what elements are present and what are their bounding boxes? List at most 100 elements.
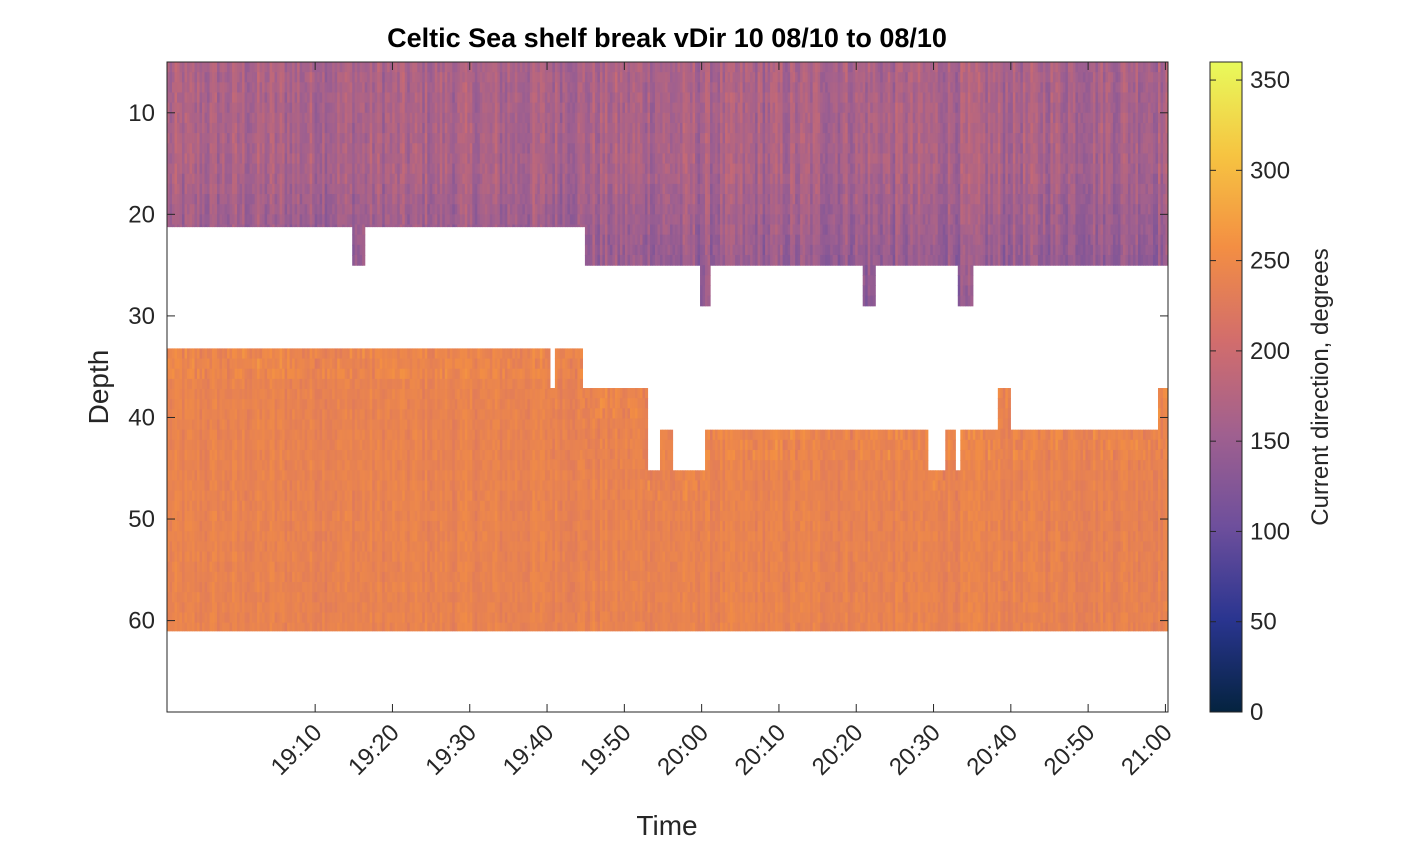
heatmap-cell (219, 204, 223, 215)
heatmap-cell (292, 612, 296, 624)
heatmap-cell (342, 571, 346, 583)
heatmap-cell (174, 531, 178, 542)
heatmap-cell (199, 368, 203, 380)
heatmap-cell (272, 143, 276, 155)
heatmap-cell (252, 92, 256, 104)
heatmap-cell (439, 389, 443, 400)
heatmap-cell (424, 194, 428, 205)
heatmap-cell (244, 419, 248, 431)
heatmap-cell (417, 82, 421, 94)
heatmap-cell (417, 348, 421, 360)
heatmap-cell (249, 92, 253, 104)
heatmap-cell (282, 194, 286, 205)
heatmap-cell (412, 399, 416, 410)
heatmap-cell (189, 429, 193, 441)
heatmap-cell (174, 153, 178, 165)
heatmap-cell (177, 112, 181, 124)
heatmap-cell (392, 622, 396, 632)
heatmap-cell (382, 173, 386, 185)
heatmap-cell (167, 439, 171, 451)
heatmap-cell (279, 358, 283, 370)
heatmap-cell (442, 460, 446, 471)
heatmap-cell (192, 582, 196, 593)
heatmap-cell (399, 389, 403, 400)
heatmap-cell (244, 439, 248, 451)
heatmap-cell (394, 112, 398, 124)
heatmap-cell (414, 612, 418, 624)
heatmap-cell (424, 561, 428, 573)
heatmap-cell (234, 163, 238, 175)
heatmap-cell (359, 510, 363, 522)
heatmap-cell (364, 480, 368, 492)
heatmap-cell (357, 92, 361, 104)
heatmap-cell (277, 224, 281, 228)
heatmap-cell (182, 389, 186, 400)
heatmap-cell (167, 358, 171, 370)
heatmap-cell (377, 214, 381, 226)
heatmap-cell (377, 480, 381, 492)
heatmap-cell (344, 541, 348, 553)
heatmap-cell (199, 561, 203, 573)
heatmap-cell (202, 92, 206, 104)
heatmap-cell (177, 224, 181, 228)
heatmap-cell (244, 470, 248, 482)
heatmap-cell (202, 173, 206, 185)
heatmap-cell (279, 143, 283, 155)
heatmap-cell (317, 500, 321, 512)
heatmap-cell (262, 224, 266, 228)
heatmap-cell (347, 62, 351, 73)
heatmap-cell (299, 541, 303, 553)
heatmap-cell (322, 561, 326, 573)
heatmap-cell (167, 173, 171, 185)
heatmap-cell (349, 399, 353, 410)
heatmap-cell (194, 551, 198, 563)
heatmap-cell (307, 439, 311, 451)
heatmap-cell (207, 214, 211, 226)
heatmap-cell (407, 194, 411, 205)
heatmap-cell (257, 419, 261, 431)
heatmap-cell (432, 92, 436, 104)
heatmap-cell (337, 531, 341, 542)
heatmap-cell (294, 582, 298, 593)
heatmap-cell (399, 163, 403, 175)
heatmap-cell (182, 224, 186, 228)
heatmap-cell (222, 348, 226, 360)
heatmap-cell (307, 409, 311, 421)
heatmap-cell (297, 358, 301, 370)
heatmap-cell (307, 348, 311, 360)
heatmap-cell (402, 62, 406, 73)
heatmap-cell (177, 602, 181, 614)
heatmap-cell (307, 112, 311, 124)
heatmap-cell (344, 348, 348, 360)
heatmap-cell (294, 592, 298, 603)
heatmap-cell (319, 204, 323, 215)
heatmap-cell (207, 582, 211, 593)
heatmap-cell (367, 153, 371, 165)
heatmap-cell (307, 541, 311, 553)
heatmap-cell (264, 571, 268, 583)
heatmap-cell (189, 378, 193, 390)
heatmap-cell (304, 133, 308, 144)
heatmap-cell (239, 439, 243, 451)
heatmap-cell (257, 358, 261, 370)
heatmap-cell (414, 358, 418, 370)
heatmap-cell (344, 358, 348, 370)
heatmap-cell (429, 490, 433, 502)
heatmap-cell (187, 551, 191, 563)
heatmap-cell (322, 419, 326, 431)
heatmap-cell (287, 92, 291, 104)
heatmap-cell (169, 348, 173, 360)
heatmap-cell (332, 204, 336, 215)
heatmap-cell (284, 133, 288, 144)
heatmap-cell (422, 541, 426, 553)
heatmap-cell (407, 612, 411, 624)
heatmap-cell (424, 612, 428, 624)
heatmap-cell (204, 92, 208, 104)
heatmap-cell (197, 470, 201, 482)
heatmap-cell (254, 122, 258, 134)
heatmap-cell (224, 133, 228, 144)
heatmap-cell (334, 561, 338, 573)
heatmap-cell (172, 122, 176, 134)
heatmap-cell (404, 612, 408, 624)
heatmap-cell (392, 102, 396, 114)
